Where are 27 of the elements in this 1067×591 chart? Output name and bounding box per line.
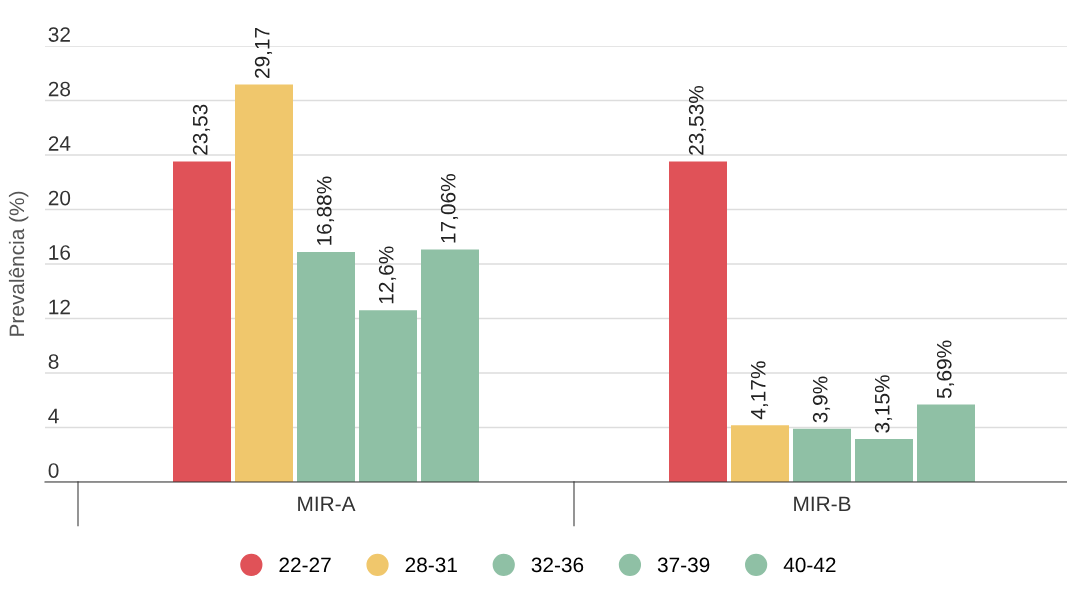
y-tick-label: 28 [48, 81, 71, 97]
legend-label: 40-42 [783, 557, 836, 573]
data-label: 23,53% [688, 85, 707, 155]
y-tick-label: 24 [48, 136, 71, 151]
y-tick-label: 16 [49, 245, 71, 260]
data-label: 4,17% [750, 361, 769, 420]
legend-label: 28-31 [405, 557, 457, 573]
data-label: 16,88% [316, 176, 335, 245]
y-tick-label: 12 [49, 299, 70, 315]
y-tick-label: 0 [48, 463, 59, 478]
data-label: 5,69% [936, 340, 955, 399]
data-label: 29,17 [254, 27, 273, 78]
legend-label: 32-36 [531, 557, 584, 573]
data-label: 3,9% [812, 376, 831, 423]
data-label: 3,15% [874, 375, 893, 433]
y-tick-label: 4 [48, 408, 59, 424]
y-tick-label: 32 [48, 27, 70, 42]
y-tick-label: 8 [48, 354, 59, 369]
data-label: 23,53 [192, 104, 211, 155]
data-label: 12,6% [378, 246, 397, 304]
legend-label: 37-39 [657, 557, 710, 573]
legend-label: 22-27 [279, 557, 331, 573]
y-tick-label: 20 [48, 190, 71, 206]
y-axis-title: Prevalência (%) [8, 191, 29, 336]
x-tick-label: MIR-A [298, 496, 356, 511]
x-tick-label: MIR-B [794, 496, 851, 511]
data-label: 17,06% [440, 174, 459, 243]
